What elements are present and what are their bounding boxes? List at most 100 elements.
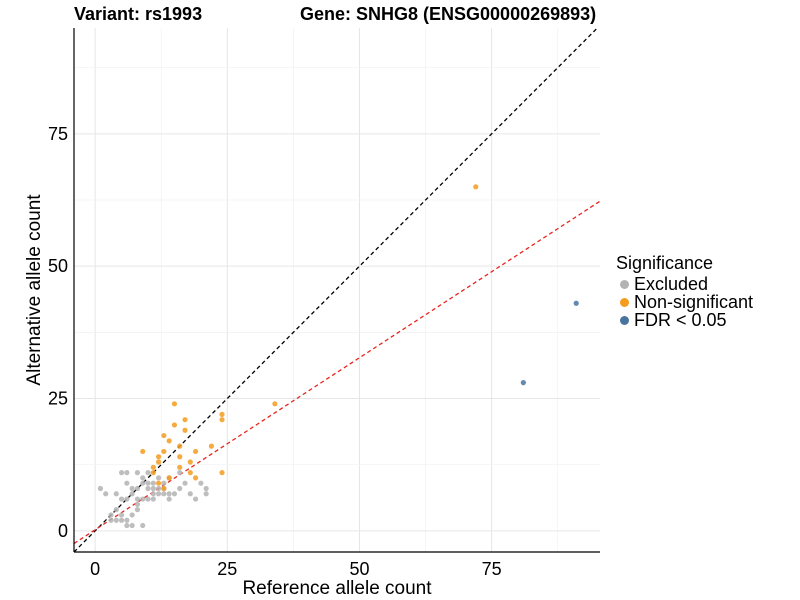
data-point-excluded bbox=[177, 470, 183, 476]
data-point-excluded bbox=[118, 517, 125, 523]
data-point-excluded bbox=[171, 491, 178, 497]
data-point-excluded bbox=[134, 485, 141, 492]
data-point-non-significant bbox=[187, 459, 193, 465]
data-point-non-significant bbox=[161, 485, 167, 492]
data-point-excluded bbox=[118, 470, 125, 476]
y-tick-label: 75 bbox=[48, 124, 68, 144]
y-tick-label: 50 bbox=[48, 256, 68, 276]
data-point-excluded bbox=[187, 491, 193, 497]
data-point-excluded bbox=[155, 491, 162, 497]
data-point-excluded bbox=[124, 517, 130, 523]
x-tick-label: 75 bbox=[482, 559, 502, 579]
data-point-excluded bbox=[203, 485, 209, 492]
data-point-non-significant bbox=[177, 454, 183, 460]
data-point-non-significant bbox=[219, 470, 225, 476]
data-point-non-significant bbox=[150, 470, 156, 476]
data-point-excluded bbox=[129, 491, 135, 497]
y-tick-label: 25 bbox=[48, 389, 68, 409]
data-point-excluded bbox=[124, 496, 130, 502]
data-point-non-significant bbox=[177, 443, 183, 449]
data-point-excluded bbox=[150, 480, 156, 486]
data-point-non-significant bbox=[182, 417, 188, 423]
data-point-excluded bbox=[118, 496, 125, 502]
data-point-non-significant bbox=[155, 480, 162, 486]
data-point-non-significant bbox=[166, 475, 172, 481]
data-point-excluded bbox=[166, 496, 172, 502]
data-point-non-significant bbox=[182, 427, 188, 433]
legend-label-non-significant: Non-significant bbox=[634, 291, 754, 312]
legend-item-non-significant: Non-significant bbox=[616, 291, 754, 312]
data-point-non-significant bbox=[171, 401, 178, 407]
data-point-excluded bbox=[129, 522, 135, 529]
x-tick-labels: 0 25 50 75 bbox=[90, 559, 502, 579]
data-point-excluded bbox=[198, 480, 204, 486]
data-point-fdr-0-05 bbox=[520, 380, 526, 386]
data-point-non-significant bbox=[473, 184, 479, 190]
data-point-excluded bbox=[113, 507, 119, 513]
grid-lines bbox=[74, 28, 600, 552]
data-point-excluded bbox=[150, 496, 156, 502]
data-point-non-significant bbox=[219, 411, 225, 417]
data-point-excluded bbox=[145, 470, 151, 476]
data-point-excluded bbox=[203, 491, 209, 497]
data-point-non-significant bbox=[272, 401, 278, 407]
data-point-excluded bbox=[145, 485, 151, 492]
reference-lines bbox=[74, 28, 600, 552]
data-point-excluded bbox=[124, 522, 130, 529]
legend-dot-excluded bbox=[620, 279, 629, 289]
data-point-excluded bbox=[166, 491, 172, 497]
data-point-excluded bbox=[108, 517, 114, 523]
data-point-non-significant bbox=[140, 448, 146, 455]
y-tick-labels: 0 25 50 75 bbox=[48, 124, 68, 541]
data-point-excluded bbox=[161, 480, 167, 486]
data-point-excluded bbox=[129, 512, 135, 518]
data-point-excluded bbox=[129, 485, 135, 492]
data-point-non-significant bbox=[187, 470, 193, 476]
legend-dot-fdr bbox=[620, 315, 629, 325]
data-point-excluded bbox=[140, 496, 146, 502]
data-point-excluded bbox=[124, 480, 130, 486]
data-point-excluded bbox=[161, 491, 167, 497]
x-tick-label: 50 bbox=[349, 559, 369, 579]
y-tick-label: 0 bbox=[58, 521, 68, 541]
data-point-excluded bbox=[140, 480, 146, 486]
data-point-excluded bbox=[134, 470, 141, 476]
data-point-excluded bbox=[134, 496, 141, 502]
legend-label-fdr: FDR < 0.05 bbox=[634, 309, 727, 330]
data-point-non-significant bbox=[177, 464, 183, 470]
data-point-excluded bbox=[182, 480, 188, 486]
data-point-excluded bbox=[140, 475, 146, 481]
data-point-excluded bbox=[155, 485, 162, 492]
data-point-non-significant bbox=[192, 448, 199, 455]
reference-line-identity bbox=[74, 28, 599, 552]
legend-item-excluded: Excluded bbox=[616, 274, 753, 294]
data-point-non-significant bbox=[171, 422, 178, 428]
data-point-excluded bbox=[192, 496, 199, 502]
data-point-excluded bbox=[124, 470, 130, 476]
y-axis-title: Alternative allele count bbox=[24, 194, 45, 386]
data-point-excluded bbox=[108, 512, 114, 518]
data-point-excluded bbox=[113, 491, 119, 497]
data-point-excluded bbox=[150, 491, 156, 497]
data-point-fdr-0-05 bbox=[573, 300, 579, 306]
data-point-excluded bbox=[155, 475, 162, 481]
data-point-non-significant bbox=[161, 432, 167, 439]
data-point-excluded bbox=[177, 485, 183, 492]
data-point-excluded bbox=[145, 480, 151, 486]
data-point-excluded bbox=[103, 491, 109, 497]
legend-item-fdr: FDR < 0.05 bbox=[616, 309, 753, 330]
data-points bbox=[97, 184, 579, 529]
axes bbox=[73, 28, 600, 553]
data-point-excluded bbox=[97, 485, 104, 492]
legend-dot-non-significant bbox=[620, 297, 629, 307]
variant-title: Variant: rs1993 bbox=[74, 4, 203, 24]
legend-title: Significance bbox=[616, 253, 714, 273]
data-point-excluded bbox=[140, 522, 146, 529]
legend: Significance Excluded Non-significant FD… bbox=[616, 253, 754, 330]
data-point-non-significant bbox=[155, 454, 162, 460]
data-point-non-significant bbox=[208, 443, 215, 449]
data-point-non-significant bbox=[166, 438, 172, 444]
x-axis-title: Reference allele count bbox=[242, 578, 432, 599]
data-point-excluded bbox=[113, 517, 119, 523]
